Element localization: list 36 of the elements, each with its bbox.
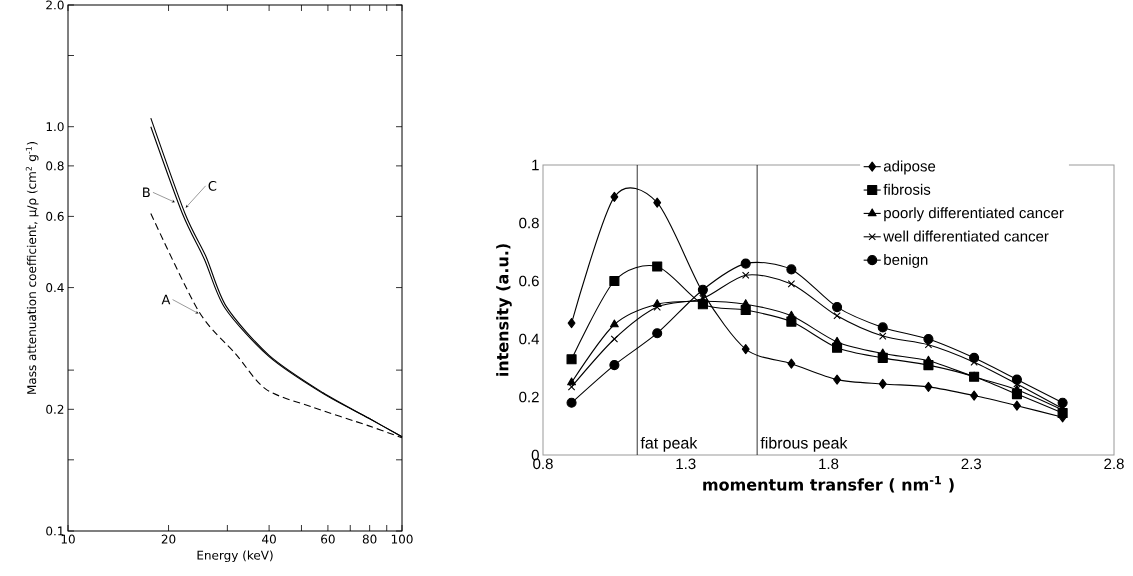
legend-label: fibrosis [883, 183, 931, 195]
y-tick-label: 2.0 [46, 0, 64, 10]
y-tick-label: 0.6 [519, 275, 539, 287]
y-axis-title: intensity (a.u.) [496, 244, 512, 376]
x-tick-label: 2.3 [961, 458, 982, 470]
x-tick-label: 10 [61, 534, 75, 544]
x-axis-title: momentum transfer ( nm$^{-1}$ ) [703, 476, 954, 493]
x-tick-label: 2.8 [1104, 458, 1124, 470]
y-tick-label: 0.4 [46, 283, 64, 293]
y-tick-label: 0.8 [519, 217, 539, 229]
annotation: B [143, 187, 150, 198]
legend-label: well differentiated cancer [883, 230, 1049, 242]
annotation: A [161, 294, 171, 305]
y-tick-label: 0.8 [46, 161, 64, 171]
x-tick-label: 60 [321, 534, 335, 544]
x-tick-label: 100 [391, 534, 413, 544]
annotation: C [208, 180, 217, 191]
x-tick-label: 20 [161, 534, 176, 544]
legend-label: poorly differentiated cancer [884, 207, 1064, 222]
y-tick-label: 0.2 [519, 391, 539, 403]
x-tick-label: 1.8 [819, 458, 839, 470]
y-tick-label: 0.2 [46, 404, 64, 414]
y-axis-title: Mass attenuation coefficient, μ/ρ (cm$^{2}$ g$^{-1}$) [25, 142, 39, 394]
ref-line-label: fibrous peak [760, 436, 848, 452]
y-tick-label: 1 [532, 159, 539, 171]
y-tick-label: 0.6 [46, 211, 64, 221]
x-axis-title: Energy (keV) [197, 550, 273, 563]
ref-line-label: fat peak [640, 436, 698, 452]
y-tick-label: 1.0 [46, 122, 64, 132]
x-tick-label: 40 [262, 534, 276, 544]
y-tick-label: 0.1 [46, 526, 64, 536]
legend-label: benign [884, 253, 928, 268]
legend-label: adipose [883, 160, 936, 175]
x-tick-label: 1.3 [676, 458, 696, 470]
y-tick-label: 0.4 [519, 333, 540, 345]
x-tick-label: 80 [362, 534, 377, 544]
